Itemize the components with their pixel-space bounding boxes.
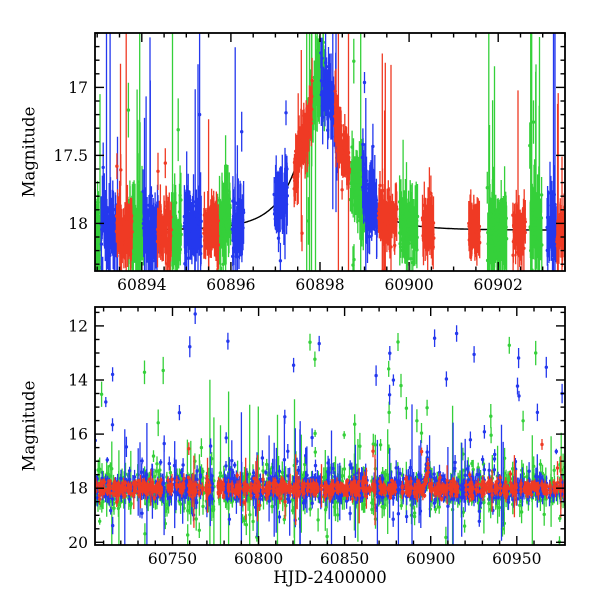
bottom-panel-y-tick-label: 18 (68, 480, 88, 498)
bottom-panel-data-layer (95, 307, 565, 545)
bottom-panel-x-tick-label: 60950 (492, 550, 541, 568)
top-panel-x-tick-label: 60896 (206, 276, 255, 294)
top-panel-y-tick-label: 18 (68, 215, 88, 233)
top-panel-data-layer (95, 33, 565, 271)
bottom-panel-x-tick-label: 60900 (406, 550, 455, 568)
top-panel-y-tick-label: 17 (68, 79, 88, 97)
bottom-panel-x-tick-label: 60750 (148, 550, 197, 568)
bottom-panel-y-tick-label: 16 (68, 426, 88, 444)
red-band-points (114, 78, 565, 271)
x-axis-label: HJD-2400000 (273, 568, 387, 587)
bottom-panel-y-tick-label: 14 (68, 372, 88, 390)
top-panel-x-tick-label: 60900 (384, 276, 433, 294)
bottom-panel-x-tick-label: 60850 (320, 550, 369, 568)
bottom-panel-y-tick-label: 20 (68, 534, 88, 552)
bottom-panel-frame (94, 306, 566, 546)
top-panel-ticks (95, 32, 566, 271)
bottom-panel-y-tick-label: 12 (68, 317, 88, 335)
bottom-panel-ticks (95, 307, 565, 545)
bottom-panel-x-tick-label: 60800 (234, 550, 283, 568)
top-panel-frame (94, 32, 566, 272)
top-panel-x-tick-label: 60898 (295, 276, 344, 294)
top-panel-y-tick-label: 17.5 (53, 147, 88, 165)
top-panel-x-tick-label: 60894 (117, 276, 166, 294)
green-band-points (95, 340, 565, 544)
top-panel-x-tick-label: 60902 (474, 276, 523, 294)
